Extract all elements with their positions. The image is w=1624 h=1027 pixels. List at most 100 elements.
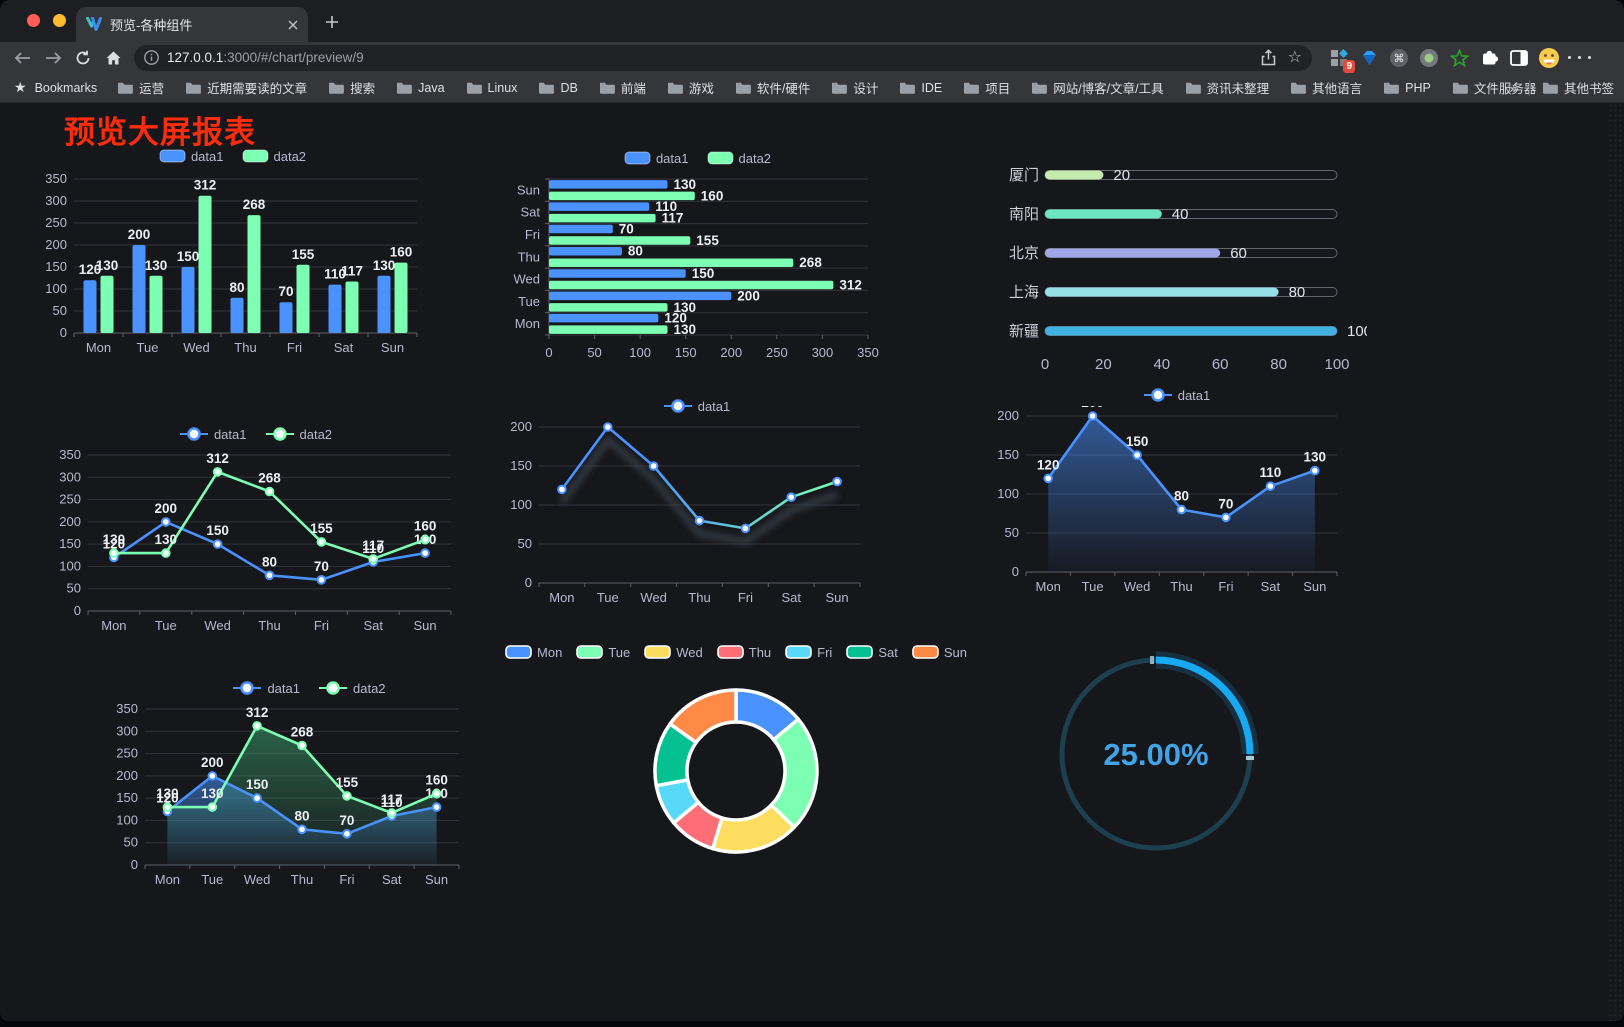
- legend-item[interactable]: Tue: [576, 645, 630, 660]
- bookmarks-label[interactable]: Bookmarks: [34, 80, 98, 95]
- legend-item[interactable]: data2: [242, 149, 306, 164]
- legend-item[interactable]: Wed: [644, 645, 703, 660]
- bookmark-folder[interactable]: 游戏: [667, 78, 714, 97]
- bookmark-folder[interactable]: Linux: [466, 81, 517, 95]
- svg-text:⌘: ⌘: [1394, 53, 1405, 65]
- svg-text:Tue: Tue: [518, 294, 540, 309]
- svg-text:Thu: Thu: [258, 618, 280, 633]
- legend-item[interactable]: data1: [232, 681, 300, 696]
- chart-canvas[interactable]: 050100150200250300350Mon120130Tue200130W…: [40, 167, 425, 363]
- folder-icon: [735, 82, 751, 94]
- svg-text:80: 80: [1174, 489, 1189, 504]
- reload-button[interactable]: [68, 45, 98, 71]
- bookmark-folder[interactable]: DB: [538, 81, 578, 95]
- bookmark-folder[interactable]: PHP: [1383, 81, 1431, 95]
- svg-text:Thu: Thu: [688, 590, 710, 605]
- extension-grid-icon[interactable]: 9: [1324, 45, 1355, 73]
- legend-item[interactable]: Sun: [912, 645, 967, 660]
- bookmark-folder[interactable]: 软件/硬件: [735, 78, 810, 97]
- close-window-button[interactable]: [27, 14, 40, 27]
- bookmark-folder[interactable]: 其他语言: [1290, 78, 1362, 97]
- bookmark-folder[interactable]: 网站/博客/文章/工具: [1031, 78, 1164, 97]
- svg-text:Sat: Sat: [334, 340, 354, 355]
- svg-text:Wed: Wed: [514, 272, 541, 287]
- extension-gem-icon[interactable]: [1354, 45, 1384, 71]
- legend-item[interactable]: Fri: [785, 645, 832, 660]
- svg-text:200: 200: [45, 237, 67, 252]
- bookmark-folder[interactable]: 搜索: [328, 78, 375, 97]
- site-info-icon[interactable]: [144, 50, 159, 65]
- browser-menu-icon[interactable]: [1564, 45, 1594, 71]
- extension-star-icon[interactable]: [1444, 45, 1474, 71]
- svg-text:200: 200: [155, 501, 178, 516]
- new-tab-button[interactable]: [322, 12, 342, 32]
- bookmark-folder[interactable]: Java: [396, 81, 445, 95]
- svg-text:70: 70: [1218, 496, 1233, 511]
- folder-icon: [1291, 82, 1307, 94]
- other-bookmarks[interactable]: 其他书签: [1542, 78, 1614, 97]
- bookmark-folder[interactable]: IDE: [899, 81, 942, 95]
- bookmark-folder[interactable]: 前端: [599, 78, 646, 97]
- svg-text:250: 250: [766, 345, 788, 360]
- browser-tab[interactable]: 预览-各种组件: [76, 7, 308, 42]
- legend-item[interactable]: data1: [1143, 388, 1210, 403]
- bookmark-star-icon[interactable]: ☆: [1287, 48, 1302, 66]
- share-icon[interactable]: [1261, 49, 1276, 66]
- chart-canvas[interactable]: 0 50 100 150 200 250 300 350 Mon Tue Wed Thu Fri Sat S…: [103, 699, 515, 895]
- folder-icon: [832, 82, 848, 94]
- extensions-puzzle-icon[interactable]: [1474, 45, 1504, 71]
- legend-item[interactable]: data1: [624, 151, 689, 166]
- legend-item[interactable]: data1: [179, 427, 247, 442]
- chart-area-single: data1 0 50 100 150 200 Mon Tue Wed Thu Fri Sat Sun 1…: [988, 384, 1365, 607]
- svg-text:Sun: Sun: [517, 182, 540, 197]
- bookmark-folder[interactable]: 项目: [963, 78, 1010, 97]
- chart-canvas[interactable]: 0 50 100 150 200 250 300 350 Mon Tue Wed Thu Fri Sat S…: [48, 445, 463, 641]
- svg-text:Mon: Mon: [1036, 579, 1061, 594]
- extension-command-icon[interactable]: ⌘: [1384, 45, 1414, 71]
- close-tab-icon[interactable]: [288, 20, 298, 30]
- bookmark-folder[interactable]: 资讯未整理: [1185, 78, 1269, 97]
- minimize-window-button[interactable]: [53, 14, 66, 27]
- legend-item[interactable]: Sat: [846, 645, 898, 660]
- url-text[interactable]: 127.0.0.1:3000/#/chart/preview/9: [167, 50, 1261, 65]
- chart-canvas[interactable]: 25.00%: [1049, 648, 1263, 862]
- svg-text:Mon: Mon: [155, 872, 180, 887]
- legend-item[interactable]: Mon: [505, 645, 562, 660]
- forward-button[interactable]: [38, 45, 68, 71]
- svg-text:Mon: Mon: [101, 618, 126, 633]
- side-panel-icon[interactable]: [1504, 45, 1534, 71]
- svg-text:Fri: Fri: [314, 618, 329, 633]
- svg-text:200: 200: [201, 755, 224, 770]
- svg-text:117: 117: [662, 211, 684, 226]
- bookmark-folder[interactable]: 设计: [831, 78, 878, 97]
- folder-icon: [1185, 82, 1201, 94]
- bookmark-folder[interactable]: 近期需要读的文章: [185, 78, 307, 97]
- legend-item[interactable]: data2: [707, 151, 771, 166]
- svg-text:130: 130: [155, 532, 178, 547]
- legend-item[interactable]: Thu: [716, 645, 771, 660]
- svg-text:268: 268: [291, 725, 314, 740]
- svg-text:20: 20: [1113, 167, 1130, 184]
- back-button[interactable]: [8, 45, 38, 71]
- legend-item[interactable]: data2: [318, 681, 386, 696]
- chart-canvas[interactable]: 0 50 100 150 200 Mon Tue Wed Thu Fri Sat Sun: [503, 417, 890, 613]
- bookmark-folder[interactable]: 运营: [117, 78, 164, 97]
- extension-record-icon[interactable]: [1414, 45, 1444, 71]
- home-button[interactable]: [98, 45, 128, 71]
- chart-canvas[interactable]: 厦门 20 南阳 40 北京 60 上海 80 新疆 100 0 20 40 60 80 100: [995, 153, 1372, 378]
- bookmarks-star-icon[interactable]: ★: [14, 79, 27, 95]
- legend-item[interactable]: data2: [265, 427, 332, 442]
- bookmark-folder[interactable]: 文件服务器: [1452, 78, 1536, 97]
- svg-text:155: 155: [336, 775, 359, 790]
- extension-badge: 9: [1343, 59, 1355, 73]
- bookmarks-divider: [1528, 79, 1530, 96]
- url-bar[interactable]: 127.0.0.1:3000/#/chart/preview/9 ☆: [134, 44, 1312, 71]
- legend-item[interactable]: data1: [159, 149, 224, 164]
- svg-text:Sun: Sun: [826, 590, 849, 605]
- bookmarks-overflow-chevron[interactable]: »: [1509, 79, 1517, 96]
- legend-item[interactable]: data1: [663, 399, 730, 414]
- chart-canvas[interactable]: 0 50 100 150 200 Mon Tue Wed Thu Fri Sat Sun 120 200 1…: [988, 395, 1365, 602]
- profile-avatar[interactable]: [1534, 45, 1564, 71]
- chart-canvas[interactable]: [553, 663, 919, 863]
